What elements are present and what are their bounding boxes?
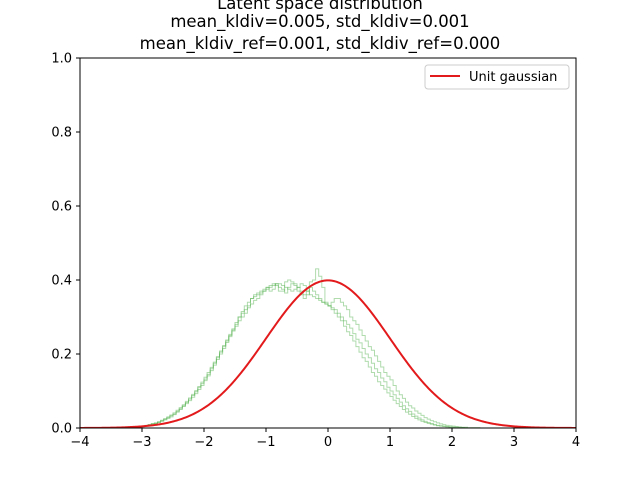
plot-area [80, 268, 576, 428]
x-tick-label: 1 [386, 435, 394, 450]
y-tick-label: 0.6 [51, 200, 72, 215]
x-tick-label: −2 [194, 435, 213, 450]
histogram-step-3 [141, 283, 514, 428]
chart-title-line-1: Latent space distribution [217, 0, 423, 13]
y-tick-label: 0.8 [51, 126, 72, 141]
x-axis: −4 −3 −2 −1 0 1 2 3 4 [70, 428, 580, 450]
axes-frame [79, 57, 577, 429]
x-tick-label: 0 [324, 435, 332, 450]
legend: Unit gaussian [424, 64, 570, 90]
y-tick-label: 0.0 [51, 422, 72, 437]
histogram-step-1 [141, 268, 514, 428]
chart-title-line-2: mean_kldiv=0.005, std_kldiv=0.001 [170, 12, 470, 31]
x-tick-label: −3 [132, 435, 151, 450]
x-tick-label: −4 [70, 435, 89, 450]
y-tick-label: 0.4 [51, 274, 72, 289]
y-axis: 0.0 0.2 0.4 0.6 0.8 1.0 [51, 52, 80, 437]
x-tick-label: −1 [256, 435, 275, 450]
histogram-step-2 [141, 283, 514, 428]
legend-box [424, 64, 570, 90]
chart-title-line-3: mean_kldiv_ref=0.001, std_kldiv_ref=0.00… [139, 34, 501, 53]
legend-label-unit-gaussian: Unit gaussian [469, 70, 557, 85]
x-tick-label: 4 [572, 435, 580, 450]
y-tick-label: 0.2 [51, 348, 72, 363]
x-tick-label: 2 [448, 435, 456, 450]
y-tick-label: 1.0 [51, 52, 72, 67]
series-line-unit-gaussian [80, 279, 576, 428]
x-tick-label: 3 [510, 435, 518, 450]
